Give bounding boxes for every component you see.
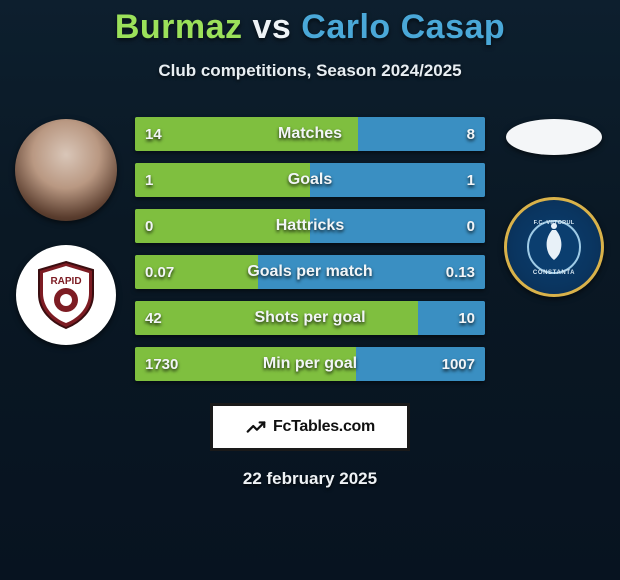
club-badge-icon: CONSTANTA F.C. VIITORUL bbox=[519, 212, 589, 282]
svg-text:CONSTANTA: CONSTANTA bbox=[533, 270, 575, 276]
stat-row: Goals per match0.070.13 bbox=[135, 255, 485, 289]
stat-bar-right bbox=[356, 347, 485, 381]
player2-photo bbox=[506, 119, 602, 155]
stat-bar-left bbox=[135, 163, 310, 197]
stat-bar-right bbox=[358, 117, 485, 151]
stat-row: Matches148 bbox=[135, 117, 485, 151]
stat-row: Goals11 bbox=[135, 163, 485, 197]
stat-bar-right bbox=[310, 163, 485, 197]
stat-bar-left bbox=[135, 347, 356, 381]
left-player-column: RAPID bbox=[6, 119, 126, 345]
title-vs: vs bbox=[252, 8, 291, 46]
title-player2: Carlo Casap bbox=[301, 8, 505, 46]
stat-bar-left bbox=[135, 209, 310, 243]
stat-bar-left bbox=[135, 255, 258, 289]
shield-icon: RAPID bbox=[35, 260, 97, 330]
right-player-column: CONSTANTA F.C. VIITORUL bbox=[494, 119, 614, 297]
stat-bar-left bbox=[135, 301, 418, 335]
title-player1: Burmaz bbox=[115, 8, 243, 46]
page-title: Burmaz vs Carlo Casap bbox=[0, 0, 620, 47]
player1-club-logo: RAPID bbox=[16, 245, 116, 345]
comparison-area: RAPID CONSTANTA F.C. VIITORUL Matches148… bbox=[0, 117, 620, 381]
stat-row: Hattricks00 bbox=[135, 209, 485, 243]
brand-box: FcTables.com bbox=[210, 403, 410, 451]
chart-icon bbox=[245, 416, 267, 438]
stat-bar-right bbox=[418, 301, 485, 335]
stat-bar-left bbox=[135, 117, 358, 151]
stat-bars: Matches148 Goals11 Hattricks00 Goals per ma… bbox=[135, 117, 485, 381]
stat-bar-right bbox=[258, 255, 486, 289]
subtitle: Club competitions, Season 2024/2025 bbox=[0, 61, 620, 81]
stat-row: Min per goal17301007 bbox=[135, 347, 485, 381]
svg-text:F.C. VIITORUL: F.C. VIITORUL bbox=[534, 220, 575, 226]
brand-text: FcTables.com bbox=[273, 418, 375, 436]
svg-text:RAPID: RAPID bbox=[50, 276, 81, 287]
player1-photo bbox=[15, 119, 117, 221]
stat-bar-right bbox=[310, 209, 485, 243]
stat-row: Shots per goal4210 bbox=[135, 301, 485, 335]
player2-club-logo: CONSTANTA F.C. VIITORUL bbox=[504, 197, 604, 297]
date-text: 22 february 2025 bbox=[0, 469, 620, 489]
